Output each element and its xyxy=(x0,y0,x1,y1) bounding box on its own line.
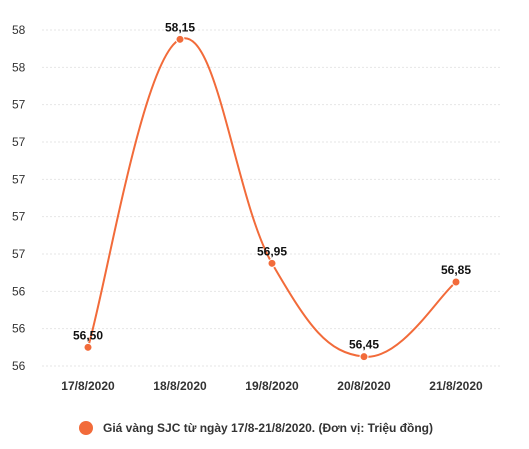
data-label: 58,15 xyxy=(165,20,195,34)
data-point[interactable] xyxy=(267,258,277,268)
x-tick-label: 18/8/2020 xyxy=(153,379,207,393)
legend-marker xyxy=(79,421,93,435)
legend[interactable]: Giá vàng SJC từ ngày 17/8-21/8/2020. (Đơ… xyxy=(79,421,433,435)
x-tick-label: 20/8/2020 xyxy=(337,379,391,393)
y-tick-label: 57 xyxy=(12,135,26,149)
x-tick-label: 19/8/2020 xyxy=(245,379,299,393)
data-point[interactable] xyxy=(83,342,93,352)
x-tick-label: 17/8/2020 xyxy=(61,379,115,393)
data-label: 56,95 xyxy=(257,244,287,258)
y-tick-label: 57 xyxy=(12,98,26,112)
data-point[interactable] xyxy=(359,352,369,362)
y-tick-label: 58 xyxy=(12,23,26,37)
series-layer: 56,50 58,15 56,95 56,45 56,85 xyxy=(73,20,471,362)
legend-label: Giá vàng SJC từ ngày 17/8-21/8/2020. (Đơ… xyxy=(103,421,433,435)
y-axis-ticks: 56 56 56 57 57 57 57 57 58 58 xyxy=(12,23,26,373)
y-tick-label: 57 xyxy=(12,172,26,186)
y-tick-label: 57 xyxy=(12,210,26,224)
x-tick-label: 21/8/2020 xyxy=(429,379,483,393)
data-point[interactable] xyxy=(451,277,461,287)
data-label: 56,50 xyxy=(73,328,103,342)
x-axis-ticks: 17/8/2020 18/8/2020 19/8/2020 20/8/2020 21/8… xyxy=(61,379,483,393)
series-line xyxy=(87,37,457,358)
y-tick-label: 56 xyxy=(12,359,26,373)
y-tick-label: 56 xyxy=(12,284,26,298)
data-label: 56,45 xyxy=(349,338,379,352)
grid-lines xyxy=(42,29,502,367)
y-tick-label: 56 xyxy=(12,322,26,336)
data-label: 56,85 xyxy=(441,263,471,277)
y-tick-label: 58 xyxy=(12,60,26,74)
y-tick-label: 57 xyxy=(12,247,26,261)
data-point[interactable] xyxy=(175,34,185,44)
